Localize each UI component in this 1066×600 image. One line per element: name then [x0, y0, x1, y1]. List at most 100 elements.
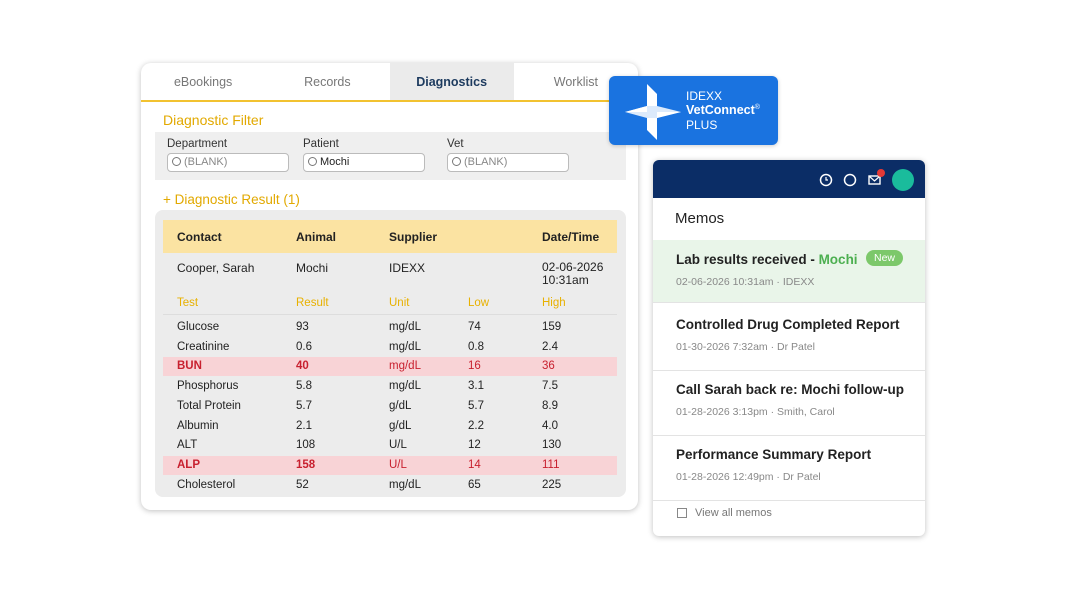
view-all-link[interactable]: View all memos [695, 507, 772, 519]
flag-row [163, 455, 617, 475]
test-cell: 12 [468, 439, 481, 452]
memo-item-title-text: Controlled Drug Completed Report [676, 317, 900, 332]
test-cell: 5.7 [468, 399, 484, 412]
logo: IDEXX VetConnect® PLUS [609, 76, 778, 145]
filter-input[interactable]: (BLANK) [167, 153, 289, 172]
section-title: + Diagnostic Result (1) [163, 192, 300, 207]
search-icon [172, 157, 181, 166]
test-cell: 159 [542, 321, 562, 333]
test-cell: Albumin [177, 419, 219, 432]
test-header: Low [468, 297, 490, 309]
tab-underline [141, 100, 638, 102]
test-cell: Creatinine [177, 340, 230, 353]
memo-highlight: Mochi [818, 252, 858, 267]
filter-input[interactable]: Mochi [303, 153, 425, 172]
memo-badge: New [866, 250, 904, 266]
memo-item-title: Controlled Drug Completed Report [676, 317, 900, 332]
test-cell: 225 [542, 478, 562, 491]
test-cell: 2.2 [468, 419, 484, 432]
logo-text: VetConnect® [686, 103, 760, 117]
test-cell: 52 [296, 478, 309, 491]
memo-item-title: Call Sarah back re: Mochi follow-up [676, 382, 904, 397]
filter-value: (BLANK) [184, 156, 228, 168]
test-cell: U/L [389, 439, 407, 452]
memo-meta: 02-06-2026 10:31am · IDEXX [676, 276, 815, 288]
result-cell: 02-06-2026 10:31am [542, 260, 604, 287]
memo-meta: 01-28-2026 3:13pm · Smith, Carol [676, 406, 835, 418]
memo-item-title-text: Performance Summary Report [676, 447, 872, 462]
test-cell: mg/dL [389, 380, 421, 393]
test-header: High [542, 297, 566, 309]
memo-item-title: Performance Summary Report [676, 447, 871, 462]
search-icon [452, 157, 461, 166]
memo-item-title-text: Call Sarah back re: Mochi follow-up [676, 382, 905, 397]
memo-item[interactable]: Performance Summary Report 01-28-2026 12:… [653, 435, 925, 501]
memo-panel: Memos Lab results received - Mochi New 02-0… [653, 160, 925, 536]
test-header: Result [296, 297, 329, 309]
logo-text: IDEXX [686, 89, 723, 103]
test-cell: BUN [177, 360, 202, 373]
result-cell: Mochi [296, 261, 329, 275]
test-cell: U/L [389, 458, 407, 471]
test-cell: mg/dL [389, 478, 421, 491]
memo-meta: 01-28-2026 12:49pm · Dr Patel [676, 471, 821, 483]
test-cell: ALT [177, 439, 198, 452]
test-cell: 0.6 [296, 340, 312, 353]
memo-item[interactable]: Controlled Drug Completed Report 01-30-20… [653, 305, 925, 371]
logo-icon [625, 84, 681, 140]
test-cell: 111 [542, 458, 560, 471]
column-header: Date/Time [542, 230, 600, 244]
test-cell: 130 [542, 439, 562, 452]
test-cell: 40 [296, 360, 309, 373]
filter-box: Department (BLANK) Patient Mochi Vet (BLANK) [155, 132, 626, 180]
test-cell: Cholesterol [177, 478, 236, 491]
search-icon [308, 157, 317, 166]
test-cell: 16 [468, 360, 481, 373]
test-cell: 108 [296, 439, 316, 452]
external-icon [677, 508, 687, 518]
column-header: Animal [296, 230, 337, 244]
filter-label: Patient [303, 138, 339, 150]
filter-value: Mochi [320, 156, 350, 168]
memo-title: Memos [675, 210, 725, 227]
divider [163, 314, 617, 315]
filter-value: (BLANK) [464, 156, 508, 168]
result-cell: IDEXX [389, 261, 426, 275]
test-cell: mg/dL [389, 321, 421, 333]
tab[interactable]: eBookings [173, 75, 233, 89]
test-cell: 3.1 [468, 380, 484, 393]
test-cell: 93 [296, 321, 309, 333]
result-box: Contact Animal Supplier Date/Time Cooper, Sa… [155, 210, 626, 497]
test-cell: Total Protein [177, 399, 241, 412]
tab[interactable]: Diagnostics [389, 63, 514, 101]
header-icons [819, 169, 914, 191]
memo-item-title: Lab results received - Mochi [676, 252, 858, 267]
tab[interactable]: Worklist [553, 75, 598, 89]
test-cell: 158 [296, 458, 316, 471]
test-cell: g/dL [389, 419, 412, 432]
test-cell: 14 [468, 458, 481, 471]
filter-label: Department [167, 138, 228, 150]
test-cell: Glucose [177, 321, 220, 333]
logo-mark: ® [754, 103, 760, 111]
filter-label: Vet [447, 138, 464, 150]
section-title: Diagnostic Filter [163, 112, 264, 128]
test-cell: Phosphorus [177, 380, 239, 393]
test-cell: 36 [542, 360, 555, 373]
memo-header [653, 160, 925, 198]
memo-meta: 01-30-2026 7:32am · Dr Patel [676, 341, 815, 353]
test-header: Test [177, 297, 199, 309]
memo-item-title-text: Lab results received - [676, 252, 819, 267]
test-cell: 8.9 [542, 399, 558, 412]
test-cell: mg/dL [389, 360, 421, 373]
result-cell: Cooper, Sarah [177, 261, 255, 275]
memo-item[interactable]: Lab results received - Mochi New 02-06-202… [653, 240, 925, 303]
test-header: Unit [389, 297, 410, 309]
tab[interactable]: Records [304, 75, 351, 89]
test-cell: 65 [468, 478, 481, 491]
filter-input[interactable]: (BLANK) [447, 153, 569, 172]
memo-item[interactable]: Call Sarah back re: Mochi follow-up 01-28… [653, 370, 925, 436]
test-cell: 74 [468, 321, 481, 333]
test-cell: 7.5 [542, 380, 558, 393]
